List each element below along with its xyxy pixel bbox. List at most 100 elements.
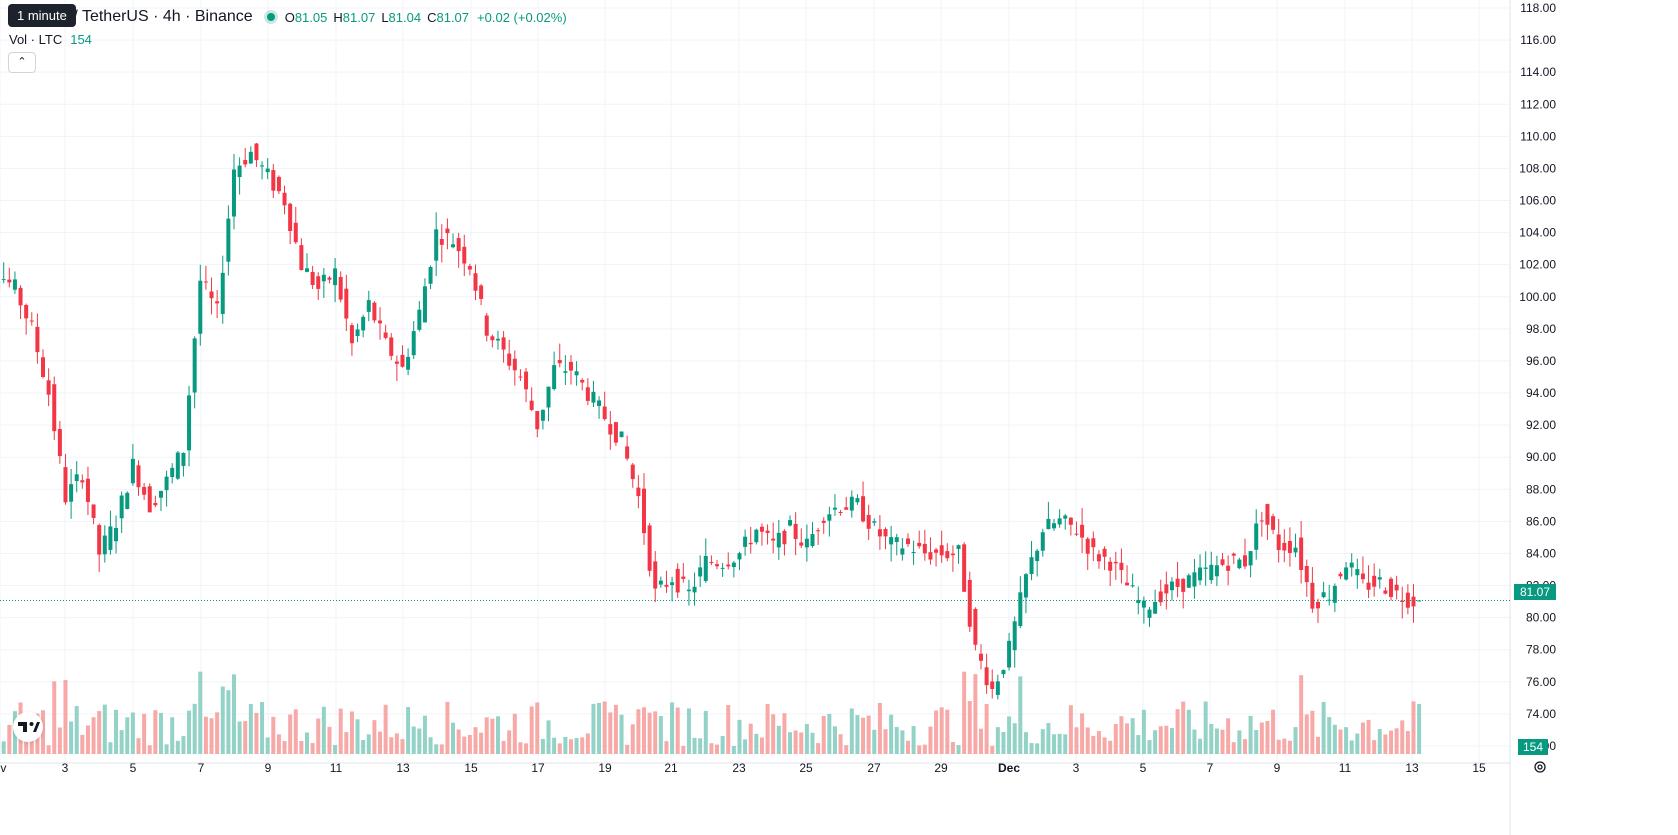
candle-body (355, 329, 360, 337)
candle-body (57, 428, 62, 457)
candle-body (563, 371, 568, 373)
candle-body (406, 356, 411, 370)
candle-body (490, 336, 495, 341)
volume-bar (1007, 716, 1012, 754)
collapse-legend-button[interactable]: ⌃ (8, 52, 36, 73)
candle-body (125, 492, 130, 510)
candle-body (501, 337, 506, 350)
time-tick-label: 7 (1207, 761, 1214, 775)
volume-legend[interactable]: Vol · LTC 154 (9, 32, 92, 47)
volume-bar (456, 729, 461, 754)
price-tick-label: 108.00 (1519, 161, 1556, 175)
candle-body (1248, 551, 1253, 566)
candle-body (1018, 592, 1023, 627)
volume-bar (276, 734, 281, 754)
volume-bar (85, 725, 90, 754)
time-tick-label: 23 (732, 761, 746, 775)
volume-bar (1411, 701, 1416, 754)
settings-icon[interactable] (1533, 760, 1547, 774)
candle-body (1344, 567, 1349, 580)
candle-body (1186, 575, 1191, 588)
candle-body (934, 549, 939, 553)
candle-body (1304, 565, 1309, 583)
candle-body (1349, 562, 1354, 568)
volume-bar (1310, 710, 1315, 754)
candle-body (647, 525, 652, 571)
candle-body (1136, 600, 1141, 604)
volume-bar (1108, 740, 1113, 754)
volume-bar (310, 743, 315, 754)
candle-body (175, 452, 180, 479)
candle-body (580, 379, 585, 383)
candle-body (428, 267, 433, 284)
candle-body (1046, 518, 1051, 530)
volume-bar (1220, 729, 1225, 754)
volume-bar (709, 743, 714, 754)
candle-body (759, 526, 764, 532)
candle-body (799, 542, 804, 546)
volume-bar (793, 730, 798, 754)
volume-bar (630, 724, 635, 754)
volume-bar (1198, 738, 1203, 754)
time-tick-label: 17 (531, 761, 545, 775)
candle-body (400, 354, 405, 367)
market-status-icon[interactable] (266, 13, 275, 21)
volume-bar (209, 718, 214, 754)
volume-bar (681, 745, 686, 754)
candle-body (793, 523, 798, 539)
candle-body (383, 332, 388, 338)
volume-bar (102, 704, 107, 754)
volume-bar (130, 712, 135, 754)
candle-body (844, 507, 849, 510)
price-tick-label: 84.00 (1526, 546, 1556, 560)
candle-body (984, 667, 989, 686)
volume-bar (1074, 727, 1079, 754)
volume-bar (1158, 726, 1163, 754)
candle-body (877, 529, 882, 537)
volume-bar (1181, 701, 1186, 754)
volume-bar (518, 742, 523, 754)
candle-body (495, 338, 500, 341)
volume-bar (243, 721, 248, 754)
symbol-title[interactable]: n / TetherUS · 4h · Binance (60, 8, 253, 25)
ohlc-low: L81.04 (381, 9, 422, 25)
candle-body (1052, 523, 1057, 529)
candle-body (12, 279, 17, 290)
candle-body (372, 302, 377, 321)
candle-body (889, 537, 894, 545)
candle-body (288, 203, 293, 231)
candle-body (619, 431, 624, 438)
volume-bar (1091, 735, 1096, 754)
volume-bar (911, 726, 916, 754)
volume-bar (46, 745, 51, 754)
volume-bar (1169, 728, 1174, 754)
candle-body (411, 331, 416, 356)
candle-body (366, 300, 371, 312)
candle-body (630, 464, 635, 480)
volume-bar (922, 744, 927, 754)
candle-body (832, 507, 837, 510)
price-axis[interactable]: 72.0074.0076.0078.0080.0082.0084.0086.00… (1519, 1, 1556, 753)
volume-bar (434, 744, 439, 754)
volume-bar (950, 741, 955, 754)
volume-bar (231, 674, 236, 754)
volume-bar (355, 719, 360, 754)
volume-bar (602, 701, 607, 754)
candle-body (866, 514, 871, 529)
volume-bar (613, 704, 618, 754)
volume-bar (810, 732, 815, 754)
volume-bar (1377, 729, 1382, 754)
time-axis[interactable]: ov 3 5 7 9 11 13 15 17 19 21 23 25 27 29 Dec 3 5 7 9 11 13 15 (0, 761, 1486, 775)
candle-body (653, 561, 658, 589)
candle-body (299, 245, 304, 271)
candle-body (1287, 540, 1292, 553)
time-tick-label: 27 (867, 761, 881, 775)
candle-body (46, 380, 51, 395)
tradingview-logo-icon[interactable] (13, 712, 43, 742)
volume-bar (799, 732, 804, 754)
candle-body (479, 285, 484, 299)
volume-bar (1023, 732, 1028, 754)
candle-body (473, 273, 478, 291)
volume-bar (1248, 715, 1253, 754)
